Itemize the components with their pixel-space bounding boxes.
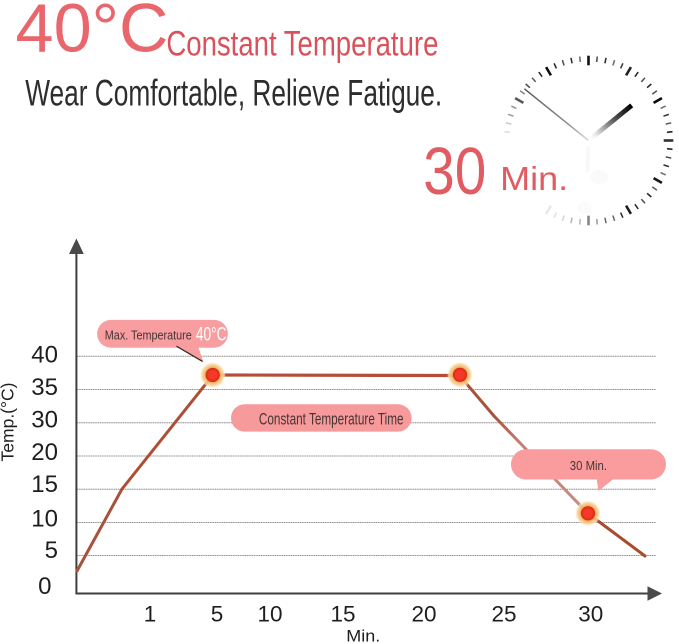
svg-text:Min.: Min. [346, 628, 380, 644]
svg-text:10: 10 [257, 602, 282, 627]
svg-text:Temp.(°C): Temp.(°C) [0, 383, 18, 462]
svg-text:5: 5 [211, 602, 224, 627]
svg-text:15: 15 [330, 602, 355, 627]
svg-text:1: 1 [144, 602, 157, 627]
svg-text:30: 30 [31, 407, 58, 434]
svg-text:30: 30 [578, 602, 603, 627]
svg-text:Wear Comfortable, Relieve Fati: Wear Comfortable, Relieve Fatigue. [25, 73, 442, 114]
svg-text:10: 10 [31, 506, 58, 533]
svg-text:30: 30 [423, 135, 486, 209]
svg-text:Min.: Min. [500, 160, 568, 197]
svg-text:Constant Temperature: Constant Temperature [166, 25, 438, 64]
svg-text:40°C: 40°C [196, 323, 227, 345]
svg-text:40°C: 40°C [16, 0, 169, 66]
svg-text:20: 20 [411, 602, 436, 627]
svg-text:5: 5 [45, 537, 58, 564]
svg-text:30 Min.: 30 Min. [570, 458, 607, 473]
svg-text:15: 15 [31, 471, 58, 498]
svg-text:35: 35 [31, 374, 58, 401]
svg-text:Constant Temperature Time: Constant Temperature Time [259, 411, 404, 429]
svg-text:40: 40 [31, 341, 58, 368]
svg-text:Max. Temperature: Max. Temperature [105, 329, 192, 343]
svg-text:20: 20 [31, 439, 58, 466]
svg-text:0: 0 [38, 573, 51, 600]
svg-text:25: 25 [491, 602, 516, 627]
